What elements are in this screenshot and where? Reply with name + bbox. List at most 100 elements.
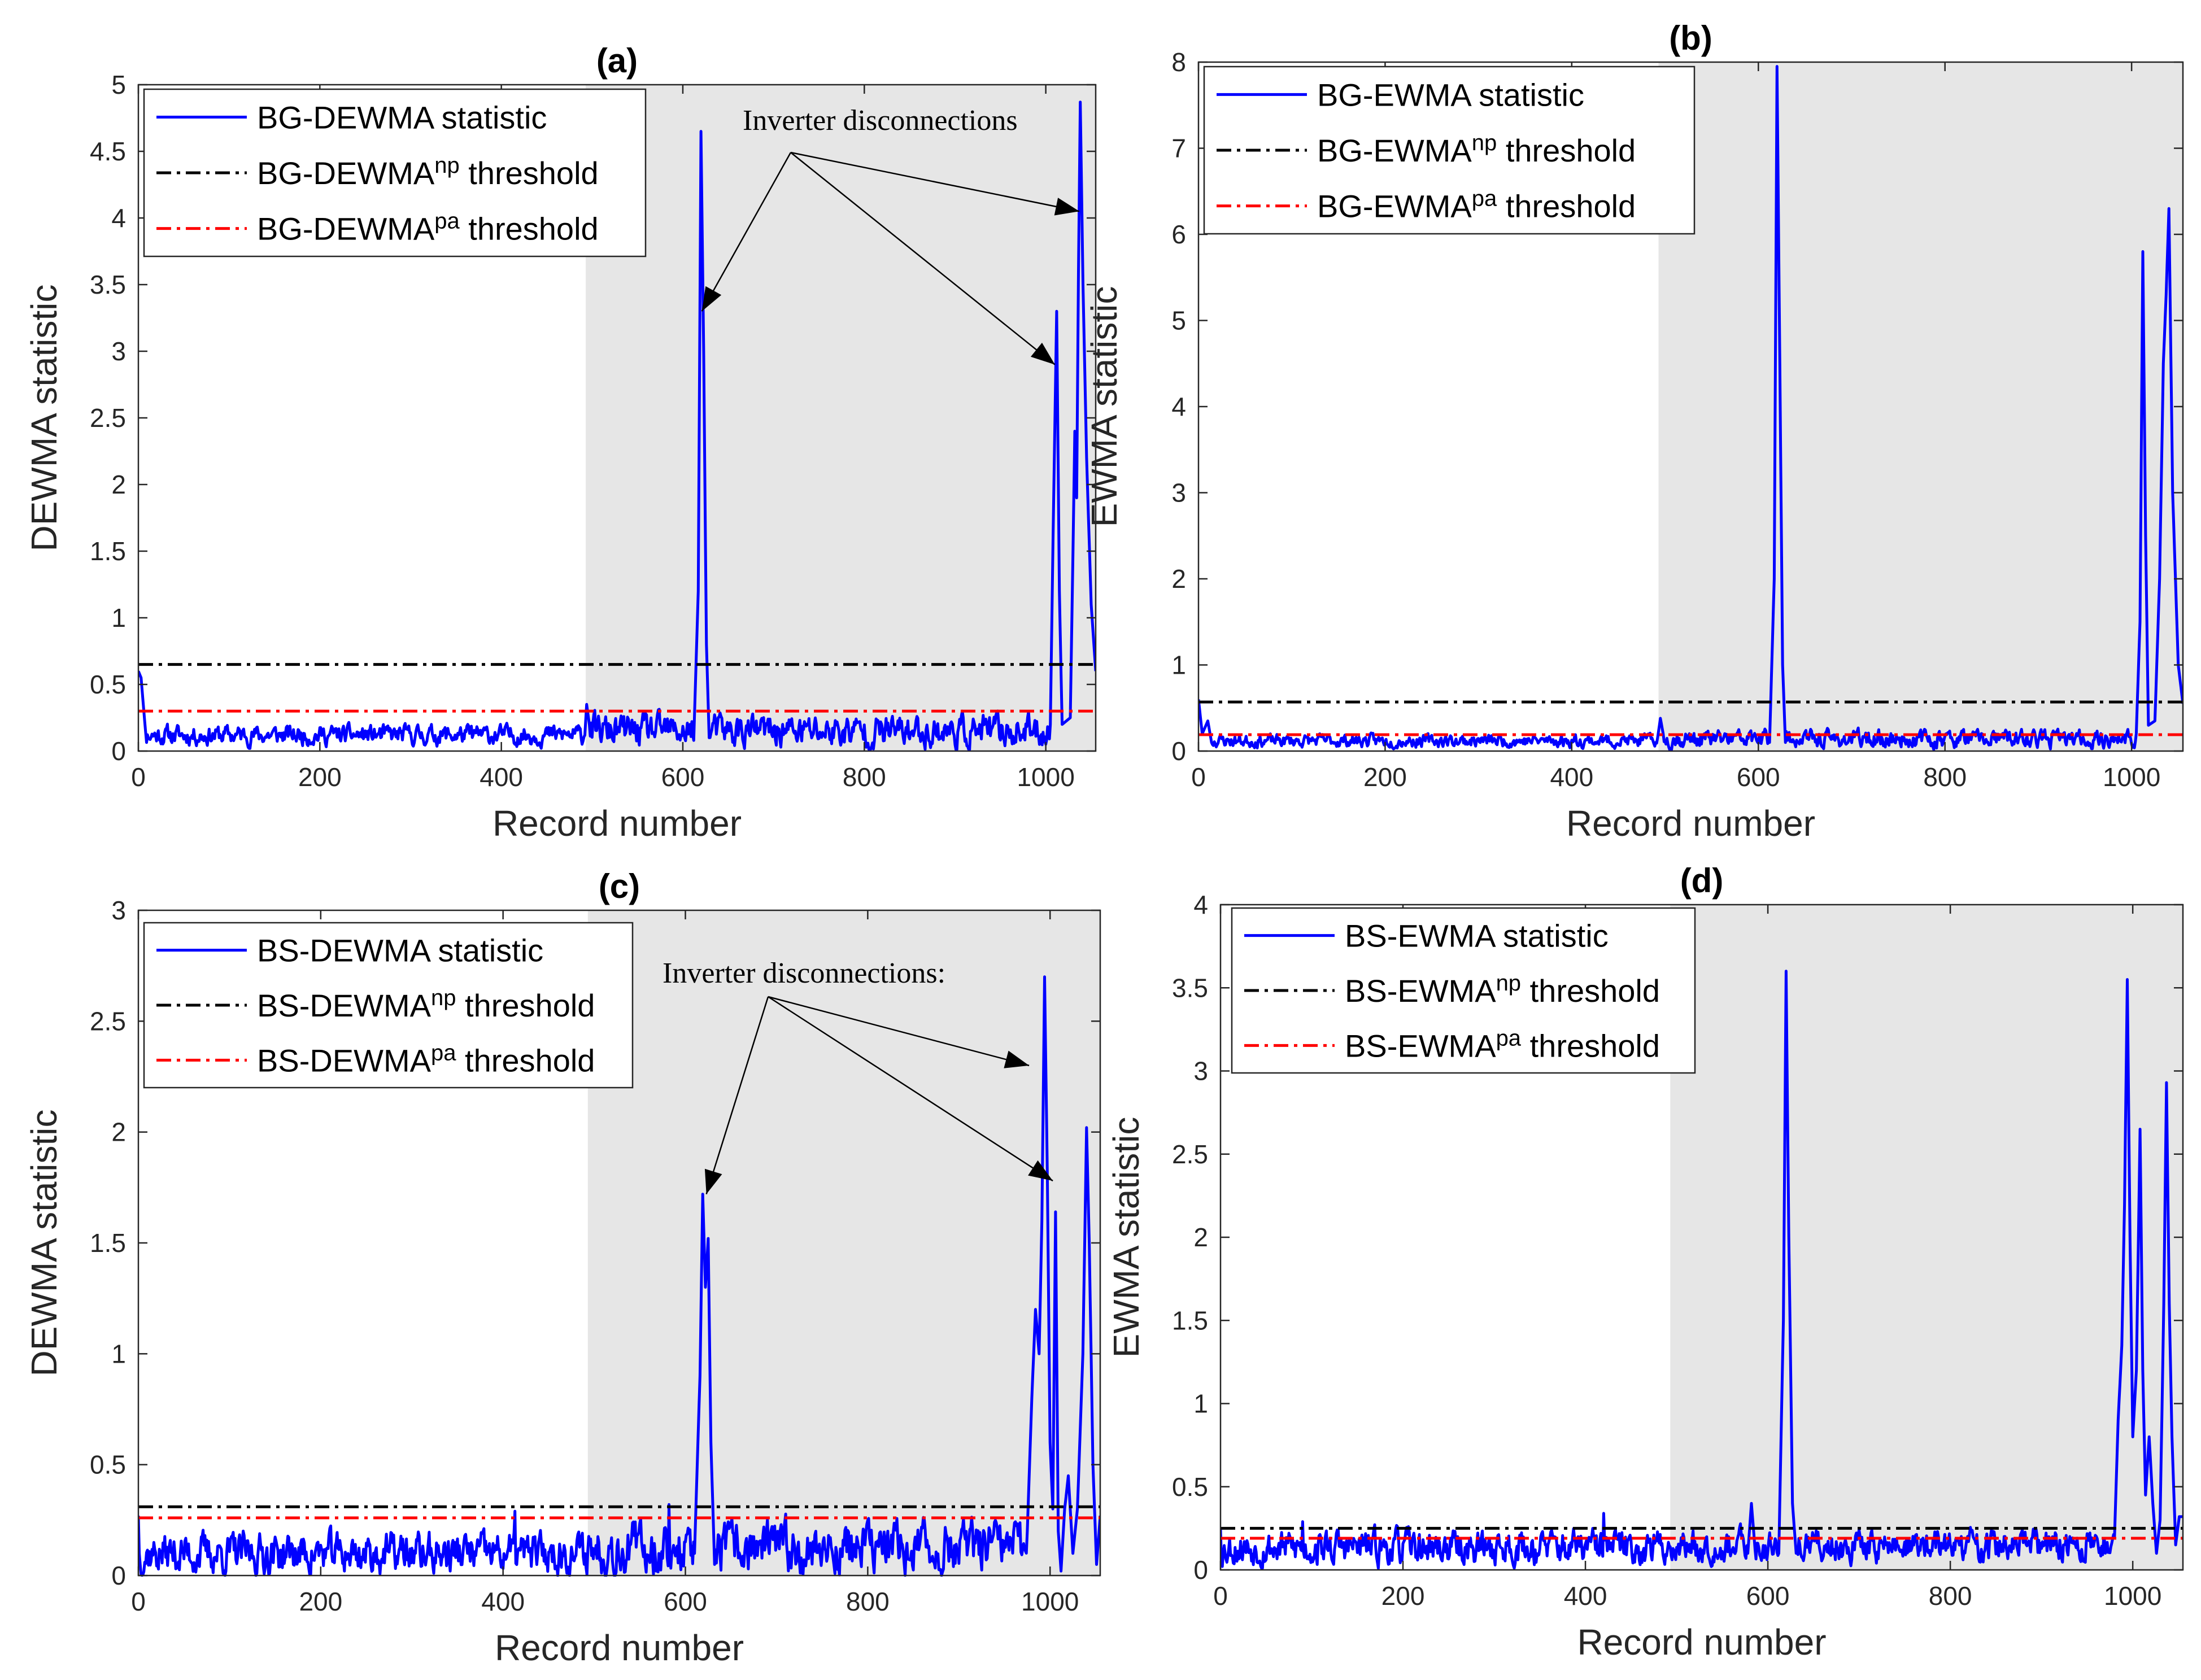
x-tick-label: 1000 <box>2104 1581 2161 1611</box>
x-tick-label: 200 <box>1381 1581 1425 1611</box>
statistic-line <box>1198 65 2183 752</box>
x-axis-label: Record number <box>492 803 742 844</box>
x-tick-label: 0 <box>1213 1581 1228 1611</box>
y-tick-label: 2 <box>1171 564 1186 594</box>
y-tick-label: 8 <box>1171 47 1186 77</box>
y-tick-label: 5 <box>1171 306 1186 335</box>
legend-sup: np <box>1496 971 1522 996</box>
legend-sup: pa <box>1496 1026 1522 1050</box>
x-tick-label: 1000 <box>2103 762 2160 792</box>
legend-sup: pa <box>434 209 460 234</box>
y-axis-label: DEWMA statistic <box>24 285 64 552</box>
x-tick-label: 200 <box>298 762 342 792</box>
y-tick-label: 3 <box>111 896 126 925</box>
x-axis-label: Record number <box>1577 1622 1826 1662</box>
x-tick-label: 1000 <box>1021 1587 1079 1616</box>
legend-statistic-label: BG-DEWMA statistic <box>257 99 547 135</box>
legend-sup: np <box>1472 130 1497 155</box>
y-tick-label: 4 <box>1171 392 1186 421</box>
annotation-text: Inverter disconnections: <box>663 957 945 989</box>
annotation: Inverter disconnections <box>701 104 1080 365</box>
legend-base: BG-DEWMA <box>257 155 435 191</box>
legend-suffix: threshold <box>1521 1028 1660 1063</box>
x-tick-label: 400 <box>1564 1581 1607 1611</box>
chart-title: (b) <box>1669 19 1712 57</box>
y-tick-label: 4 <box>111 203 126 233</box>
legend-pa-label: BG-EWMApa threshold <box>1317 186 1636 224</box>
annotation-arrowhead <box>1054 198 1080 216</box>
chart-title: (a) <box>596 42 638 80</box>
annotation-arrowhead <box>1030 342 1055 365</box>
y-tick-label: 1 <box>1193 1389 1208 1419</box>
chart-panel-d: 0 200 400 600 800 1000 0 0.5 1 1.5 2 2.5 3 3.5 4 Record… <box>1106 862 2184 1662</box>
legend-base: BS-EWMA <box>1345 973 1496 1009</box>
shaded-region <box>586 85 1096 751</box>
x-tick-label: 200 <box>1363 762 1407 792</box>
legend-base: BG-DEWMA <box>257 211 435 247</box>
chart-panel-c: 0 200 400 600 800 1000 0 0.5 1 1.5 2 2.5 3 Record num… <box>24 867 1101 1668</box>
legend-pa-label: BG-DEWMApa threshold <box>257 209 599 247</box>
y-axis-label: DEWMA statistic <box>24 1110 64 1377</box>
x-axis-label: Record number <box>1566 803 1815 844</box>
y-tick-label: 2 <box>111 1118 126 1147</box>
legend-suffix: threshold <box>1521 973 1660 1009</box>
x-tick-label: 0 <box>131 762 146 792</box>
y-tick-label: 0.5 <box>1172 1472 1208 1502</box>
y-tick-label: 0 <box>1171 736 1186 766</box>
shaded-region <box>587 910 1100 1576</box>
y-tick-label: 2.5 <box>1172 1140 1208 1169</box>
statistic-line <box>1221 970 2183 1570</box>
legend-statistic-label: BS-EWMA statistic <box>1345 918 1609 954</box>
legend-statistic-label: BG-EWMA statistic <box>1317 77 1584 112</box>
legend-base: BS-DEWMA <box>257 988 432 1023</box>
legend-sup: np <box>434 153 460 178</box>
annotation-arrow <box>768 996 1030 1067</box>
y-tick-label: 3.5 <box>90 270 126 299</box>
x-tick-label: 400 <box>481 1587 525 1616</box>
x-tick-label: 1000 <box>1017 762 1074 792</box>
y-tick-label: 0 <box>111 1561 126 1590</box>
annotation-arrow <box>768 996 1053 1182</box>
annotation-arrowhead <box>701 286 722 312</box>
y-tick-label: 2.5 <box>90 403 126 433</box>
annotation-arrow <box>790 152 1056 365</box>
y-tick-label: 1 <box>1171 651 1186 680</box>
y-tick-label: 1 <box>111 603 126 632</box>
legend-base: BS-EWMA <box>1345 1028 1496 1063</box>
x-tick-label: 800 <box>1923 762 1967 792</box>
legend-np-label: BG-EWMAnp threshold <box>1317 130 1636 168</box>
x-tick-label: 600 <box>1737 762 1780 792</box>
x-tick-label: 0 <box>131 1587 146 1616</box>
annotation-arrow <box>705 996 769 1194</box>
y-tick-label: 1 <box>111 1339 126 1368</box>
x-tick-label: 800 <box>843 762 886 792</box>
y-tick-label: 1.5 <box>90 536 126 566</box>
y-tick-label: 3 <box>1171 478 1186 508</box>
statistic-line <box>138 101 1096 752</box>
x-tick-label: 600 <box>664 1587 707 1616</box>
y-tick-label: 1.5 <box>90 1228 126 1258</box>
y-axis-label: EWMA statistic <box>1106 1117 1147 1358</box>
legend-np-label: BS-EWMAnp threshold <box>1345 971 1660 1009</box>
legend-suffix: threshold <box>456 1042 595 1078</box>
x-tick-label: 600 <box>1746 1581 1790 1611</box>
y-tick-label: 7 <box>1171 134 1186 163</box>
y-tick-label: 2 <box>111 470 126 499</box>
annotation-arrow <box>701 152 792 312</box>
legend-suffix: threshold <box>1497 189 1636 224</box>
y-tick-label: 0.5 <box>90 1450 126 1480</box>
legend-suffix: threshold <box>456 988 595 1023</box>
x-tick-label: 0 <box>1191 762 1206 792</box>
x-tick-label: 800 <box>846 1587 890 1616</box>
statistic-line <box>138 975 1100 1577</box>
annotation: Inverter disconnections: <box>663 957 1053 1194</box>
legend-suffix: threshold <box>460 155 599 191</box>
x-tick-label: 400 <box>1550 762 1593 792</box>
y-tick-label: 5 <box>111 70 126 99</box>
y-tick-label: 1.5 <box>1172 1306 1208 1335</box>
y-tick-label: 4.5 <box>90 137 126 166</box>
legend-base: BS-DEWMA <box>257 1042 432 1078</box>
